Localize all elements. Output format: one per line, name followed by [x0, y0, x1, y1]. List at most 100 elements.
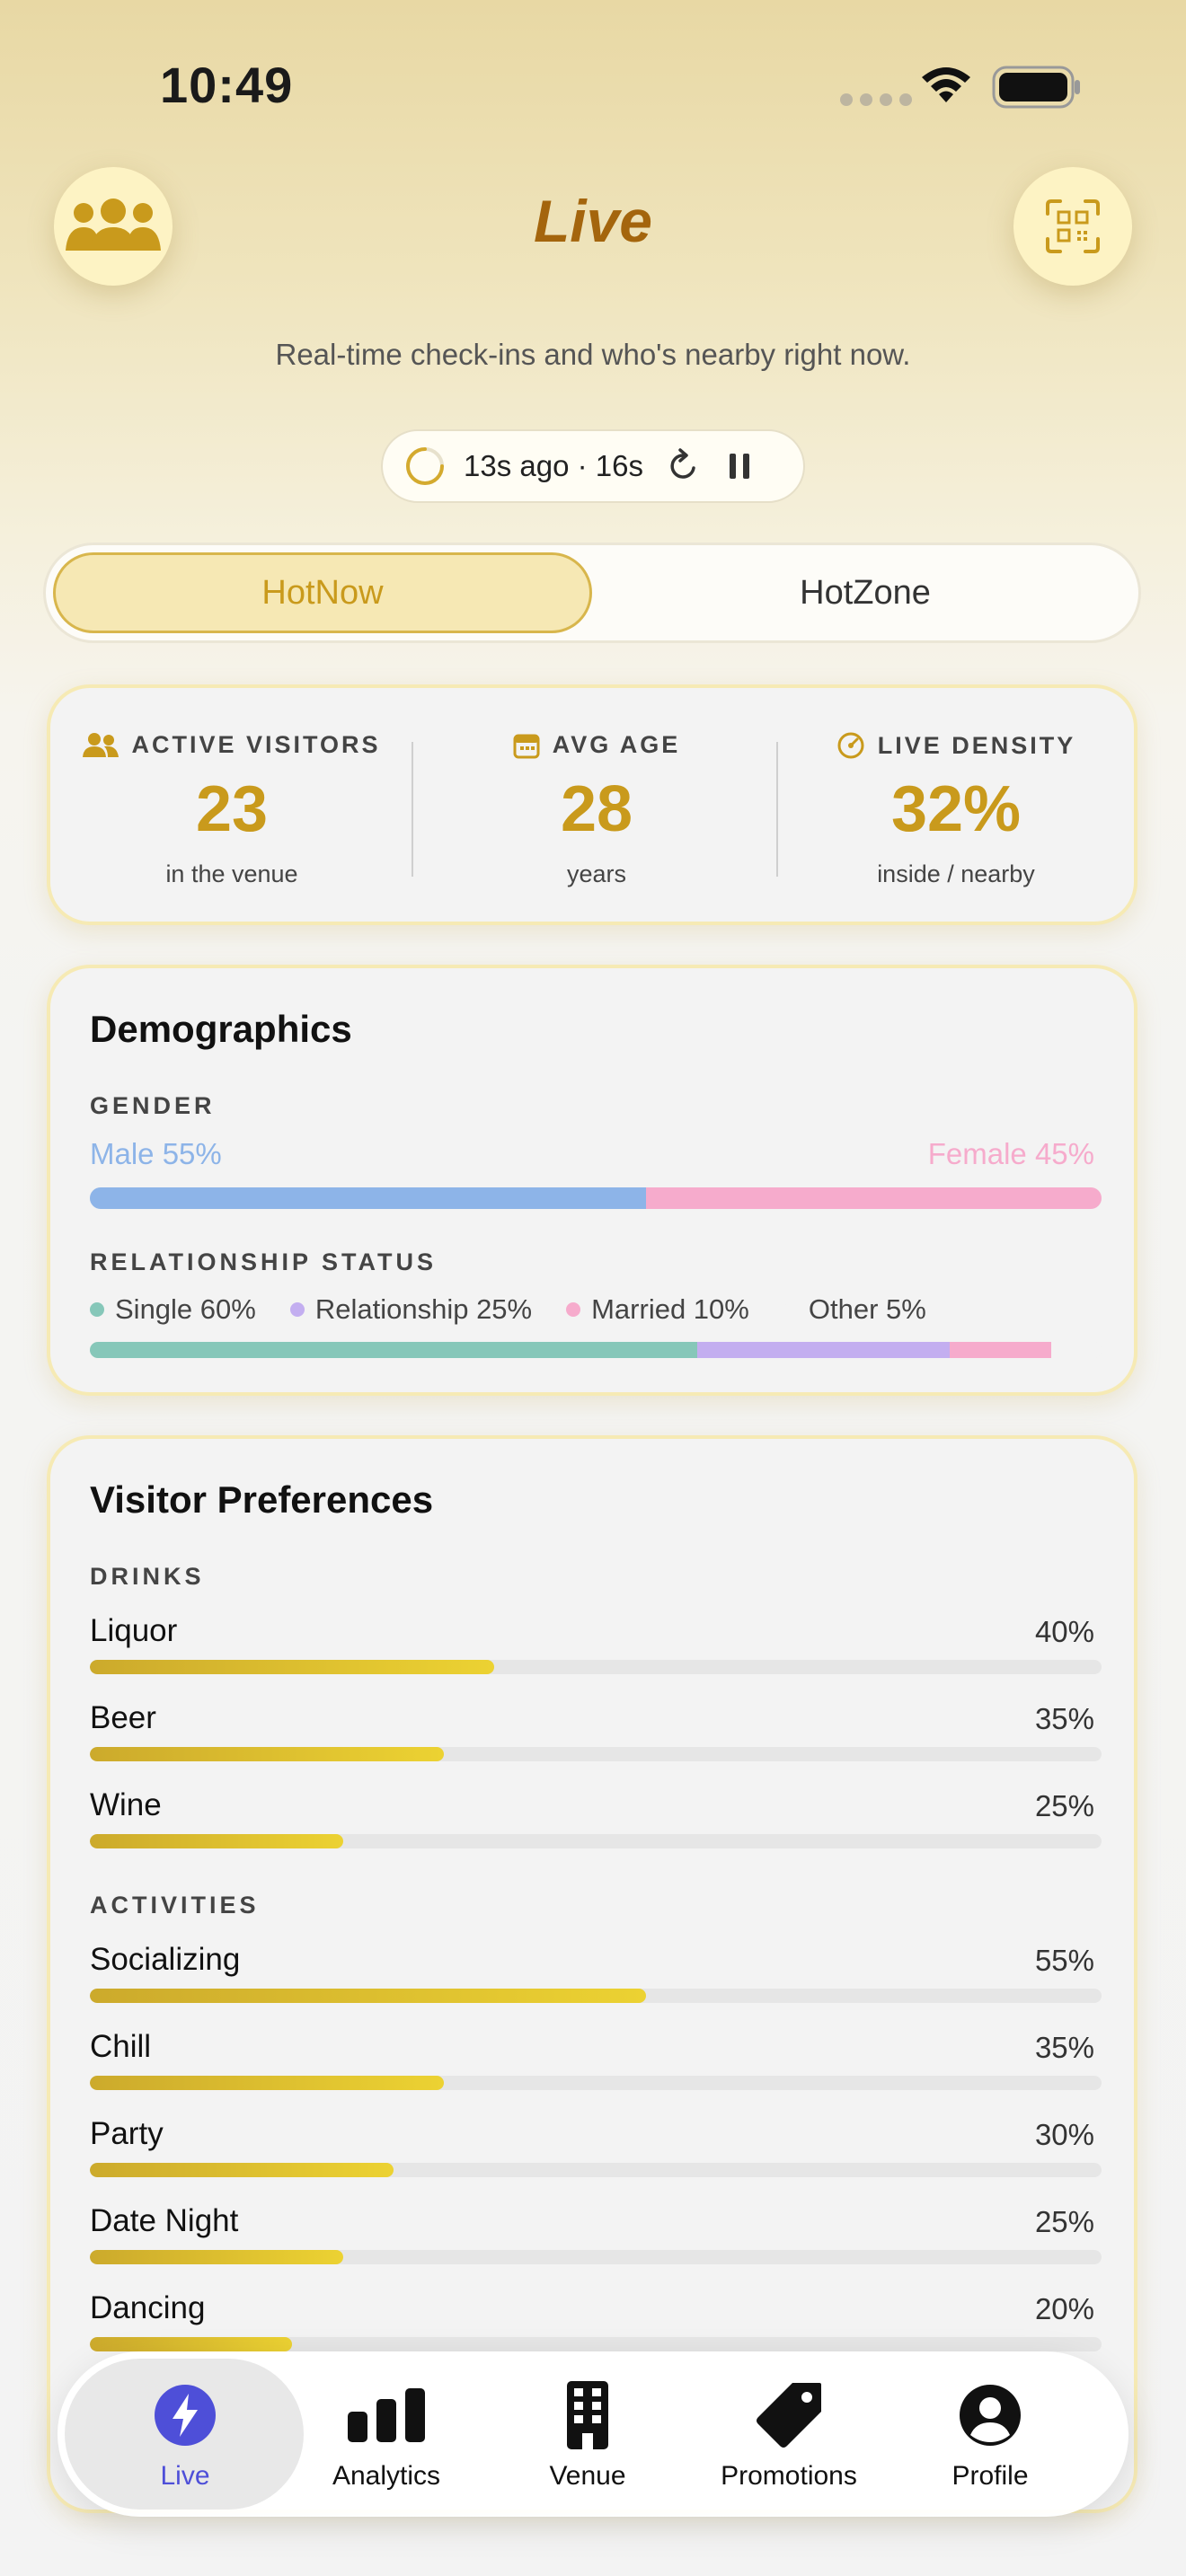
drinks-bar-track [90, 1660, 1102, 1674]
card-title: Visitor Preferences [90, 1478, 434, 1521]
drinks-bar-fill [90, 1660, 495, 1674]
nav-item-analytics[interactable]: Analytics [286, 2351, 487, 2517]
activities-name: Chill [90, 2029, 152, 2064]
drinks-percent: 40% [1034, 1615, 1094, 1648]
activities-bar-fill [90, 2163, 394, 2177]
profile-icon [960, 2385, 1021, 2446]
page-title: Live [533, 188, 653, 254]
qr-scan-icon [1046, 199, 1100, 253]
male-segment [90, 1187, 647, 1209]
stat-value: 28 [560, 773, 633, 845]
users-icon [83, 732, 119, 757]
activities-bar-fill [90, 1989, 647, 2003]
stat-unit: years [566, 860, 627, 887]
activities-percent: 30% [1034, 2118, 1094, 2151]
legend-other: Other 5% [783, 1293, 926, 1326]
bar-chart-icon [348, 2388, 425, 2442]
stat-value: 23 [195, 773, 269, 845]
group-icon [66, 198, 161, 251]
activities-percent: 20% [1034, 2292, 1094, 2325]
activities-name: Party [90, 2116, 164, 2151]
qr-scan-button[interactable] [1013, 167, 1132, 286]
relationship-label: RELATIONSHIP STATUS [90, 1248, 438, 1275]
refresh-icon[interactable] [665, 448, 701, 484]
building-icon [567, 2381, 608, 2449]
nav-label: Live [160, 2461, 210, 2491]
pause-icon[interactable] [728, 451, 751, 481]
relationship-segment [696, 1342, 951, 1358]
relationship-segment [1050, 1342, 1102, 1358]
demographics-card: Demographics GENDER Male 55% Female 45% … [47, 965, 1137, 1396]
activities-bar-track [90, 1989, 1102, 2003]
view-segment-control: HotNow HotZone [43, 543, 1141, 643]
gender-label: GENDER [90, 1092, 216, 1119]
legend-label: Relationship 25% [314, 1293, 533, 1325]
community-button[interactable] [54, 167, 173, 286]
refresh-status-text: 13s ago · 16s [464, 449, 643, 482]
relationship-legend: Single 60% Relationship 25% Married 10% … [90, 1293, 926, 1326]
legend-dot [289, 1302, 305, 1317]
refresh-status-pill: 13s ago · 16s [381, 429, 805, 503]
activities-bar-fill [90, 2250, 343, 2264]
drinks-bar-track [90, 1747, 1102, 1761]
drinks-bar-fill [90, 1834, 343, 1848]
stat-label: LIVE DENSITY [877, 731, 1076, 759]
drinks-bar-track [90, 1834, 1102, 1848]
nav-label: Venue [549, 2461, 626, 2491]
nav-label: Promotions [721, 2461, 857, 2491]
stat-live-density: LIVE DENSITY 32% inside / nearby [774, 688, 1137, 922]
activities-name: Dancing [90, 2290, 206, 2325]
preferences-card: Visitor Preferences DRINKS ACTIVITIES Li… [47, 1435, 1137, 2513]
stat-label: ACTIVE VISITORS [131, 731, 381, 758]
nav-label: Analytics [332, 2461, 441, 2491]
nav-item-live[interactable]: Live [84, 2351, 286, 2517]
female-segment [646, 1187, 1102, 1209]
activities-bar-track [90, 2337, 1102, 2351]
stat-unit: in the venue [165, 860, 298, 887]
stat-unit: inside / nearby [877, 860, 1035, 887]
status-time: 10:49 [160, 57, 294, 113]
legend-relationship: Relationship 25% [289, 1293, 533, 1326]
tab-hotzone[interactable]: HotZone [800, 573, 931, 612]
tag-icon [757, 2383, 821, 2448]
activities-percent: 25% [1034, 2205, 1094, 2238]
legend-dot [783, 1302, 798, 1317]
legend-label: Married 10% [591, 1293, 749, 1325]
legend-label: Single 60% [115, 1293, 256, 1325]
female-label: Female 45% [927, 1137, 1094, 1170]
nav-label: Profile [951, 2461, 1029, 2491]
divider [776, 742, 778, 877]
cellular-signal-icon [840, 93, 912, 106]
activities-bar-track [90, 2076, 1102, 2090]
relationship-segment [950, 1342, 1051, 1358]
nav-item-profile[interactable]: Profile [890, 2351, 1091, 2517]
tab-hotnow[interactable]: HotNow [53, 552, 592, 633]
stat-active-visitors: ACTIVE VISITORS 23 in the venue [50, 688, 413, 922]
male-label: Male 55% [90, 1137, 222, 1170]
activities-percent: 35% [1034, 2031, 1094, 2064]
bolt-icon [155, 2385, 216, 2446]
activities-bar-track [90, 2163, 1102, 2177]
page-subtitle: Real-time check-ins and who's nearby rig… [275, 338, 911, 371]
activities-percent: 55% [1034, 1944, 1094, 1977]
drinks-percent: 25% [1034, 1789, 1094, 1822]
stat-avg-age: AVG AGE 28 years [415, 688, 778, 922]
calendar-icon [513, 734, 540, 758]
legend-label: Other 5% [808, 1293, 926, 1325]
nav-item-venue[interactable]: Venue [487, 2351, 688, 2517]
stat-label: AVG AGE [552, 731, 681, 758]
countdown-ring-icon [406, 447, 444, 485]
battery-icon [992, 66, 1080, 109]
relationship-bar [90, 1342, 1102, 1358]
activities-bar-fill [90, 2337, 293, 2351]
stat-value: 32% [890, 773, 1022, 845]
activities-name: Date Night [90, 2203, 239, 2238]
legend-dot [90, 1302, 104, 1317]
legend-married: Married 10% [566, 1293, 749, 1326]
card-title: Demographics [90, 1008, 352, 1050]
relationship-segment [90, 1342, 697, 1358]
nav-item-promotions[interactable]: Promotions [688, 2351, 890, 2517]
gauge-icon [837, 732, 864, 759]
activities-bar-track [90, 2250, 1102, 2264]
activities-name: Socializing [90, 1942, 241, 1977]
